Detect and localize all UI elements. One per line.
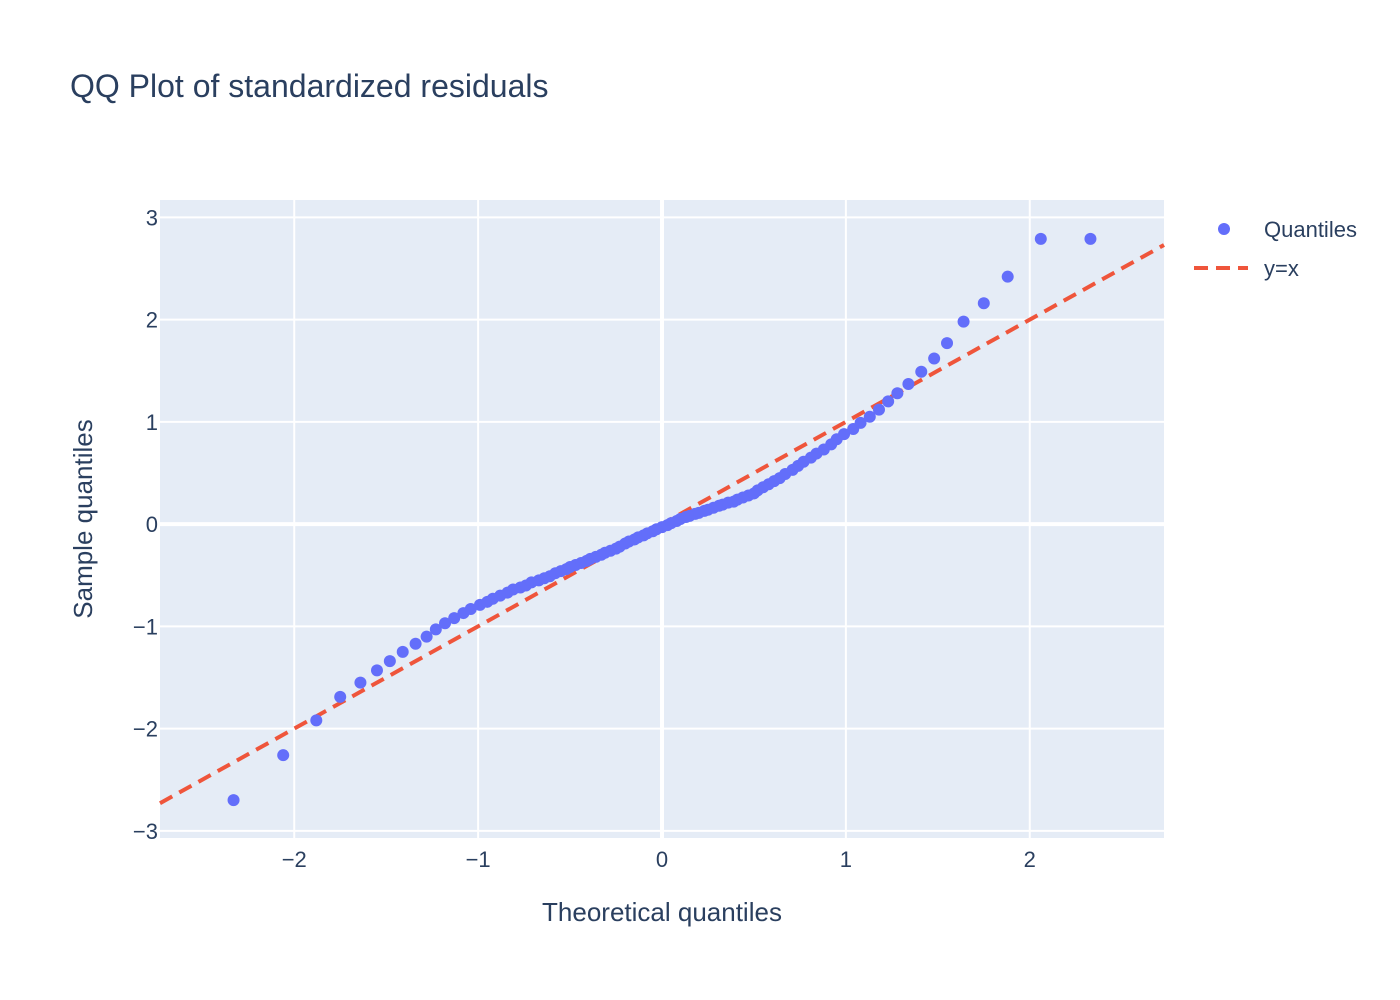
x-axis-title: Theoretical quantiles [542, 897, 782, 927]
tick-labels: −2 −1 0 1 2 −3 −2 −1 0 1 2 3 [133, 205, 1036, 872]
data-point [882, 395, 895, 408]
data-point [915, 365, 928, 378]
x-tick-label: 2 [1024, 847, 1036, 872]
data-point [439, 617, 452, 630]
data-point [383, 655, 396, 668]
y-tick-label: −3 [133, 819, 158, 844]
x-tick-label: 0 [656, 847, 668, 872]
data-point [277, 749, 290, 762]
data-point [354, 676, 367, 689]
data-point [872, 403, 885, 416]
y-tick-label: 1 [146, 410, 158, 435]
y-tick-label: −1 [133, 614, 158, 639]
data-point [420, 630, 433, 643]
y-tick-label: 3 [146, 205, 158, 230]
data-point [464, 602, 477, 615]
y-tick-label: 0 [146, 512, 158, 537]
data-point [429, 623, 442, 636]
data-point [1034, 232, 1047, 245]
grid [160, 200, 1164, 838]
points-layer [227, 232, 1097, 807]
legend: Quantiles y=x [1194, 217, 1357, 281]
data-point [891, 387, 904, 400]
y-axis-title: Sample quantiles [68, 419, 98, 618]
data-point [928, 352, 941, 365]
x-tick-label: 1 [840, 847, 852, 872]
x-tick-label: −1 [466, 847, 491, 872]
data-point [941, 337, 954, 350]
data-point [370, 664, 383, 677]
legend-marker-quantiles [1218, 223, 1230, 235]
data-point [902, 378, 915, 391]
data-point [227, 794, 240, 807]
y-tick-label: −2 [133, 717, 158, 742]
data-point [863, 410, 876, 423]
data-point [334, 690, 347, 703]
data-point [1001, 270, 1014, 283]
data-point [396, 645, 409, 658]
data-point [448, 612, 461, 625]
data-point [838, 428, 851, 441]
data-point [854, 416, 867, 429]
legend-label-quantiles: Quantiles [1264, 217, 1357, 242]
data-point [310, 714, 323, 727]
data-point [957, 315, 970, 328]
x-tick-label: −2 [282, 847, 307, 872]
chart-title: QQ Plot of standardized residuals [70, 68, 549, 104]
data-point [1084, 232, 1097, 245]
data-point [977, 297, 990, 310]
data-point [409, 637, 422, 650]
legend-label-yx: y=x [1264, 256, 1299, 281]
y-tick-label: 2 [146, 308, 158, 333]
